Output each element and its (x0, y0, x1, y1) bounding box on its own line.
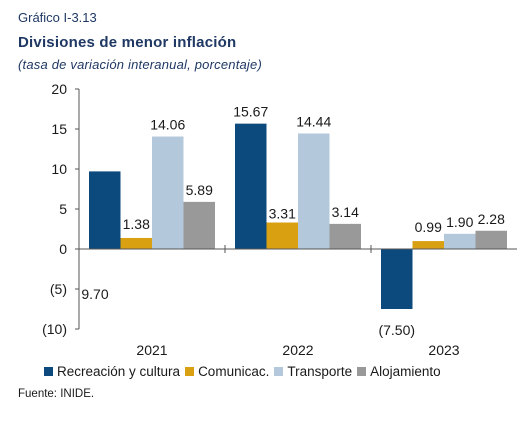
legend-swatch (185, 367, 195, 376)
bar-chart: 20 15 10 5 0 (5) (10) 9.70 1.38 14.06 5.89 2021 15.6… (42, 81, 517, 358)
chart-subtitle: (tasa de variación interanual, porcentaj… (18, 57, 262, 72)
bar-alojamiento-2021 (183, 201, 215, 249)
data-label: 0.99 (415, 219, 442, 235)
legend-item: Transporte (274, 364, 352, 379)
chart-title: Divisiones de menor inflación (18, 34, 237, 51)
legend-label: Comunicac. (198, 364, 270, 379)
legend-item: Alojamiento (357, 364, 441, 379)
bar-recreaci-n-y-cultura-2022 (235, 123, 267, 249)
bar-comunicac--2022 (266, 222, 298, 249)
y-tick-label: 20 (51, 81, 67, 97)
legend-label: Transporte (287, 364, 353, 379)
y-tick-label: 0 (59, 241, 67, 257)
data-label: 5.89 (186, 182, 213, 198)
data-label: 14.44 (296, 113, 331, 129)
bar-alojamiento-2023 (475, 230, 507, 249)
bar-transporte-2023 (444, 233, 476, 249)
x-tick-label: 2021 (136, 342, 167, 358)
data-label: (7.50) (378, 322, 415, 338)
y-tick-label: 10 (51, 161, 67, 177)
data-label: 2.28 (478, 211, 505, 227)
y-tick-label: (10) (42, 321, 67, 337)
chart-legend: Recreación y cultura Comunicac. Transporte… (44, 364, 446, 379)
bar-comunicac--2023 (412, 241, 444, 249)
legend-label: Alojamiento (370, 364, 441, 379)
bar-alojamiento-2022 (329, 223, 361, 249)
data-label: 3.31 (269, 206, 296, 222)
bar-transporte-2021 (152, 136, 184, 249)
legend-label: Recreación y cultura (57, 364, 181, 379)
data-label: 14.06 (150, 117, 185, 133)
bar-comunicac--2021 (120, 237, 152, 249)
legend-item: Comunicac. (185, 364, 269, 379)
bar-transporte-2022 (298, 133, 330, 249)
legend-swatch (274, 367, 284, 376)
legend-item: Recreación y cultura (44, 364, 180, 379)
data-label: 15.67 (233, 104, 268, 120)
legend-swatch (357, 367, 367, 376)
source-note: Fuente: INIDE. (18, 388, 95, 400)
y-tick-label: 5 (59, 201, 67, 217)
legend-swatch (44, 367, 53, 376)
bar-recreaci-n-y-cultura-2023 (381, 249, 413, 309)
y-tick-label: 15 (51, 121, 67, 137)
data-label: 3.14 (332, 204, 359, 220)
y-tick-label: (5) (50, 281, 67, 297)
data-label: 9.70 (81, 286, 108, 302)
x-tick-label: 2023 (428, 342, 459, 358)
bar-recreaci-n-y-cultura-2021 (89, 171, 121, 249)
x-tick-label: 2022 (282, 342, 313, 358)
chart-label: Gráfico I-3.13 (18, 10, 97, 25)
data-label: 1.38 (123, 216, 150, 232)
data-label: 1.90 (446, 214, 473, 230)
